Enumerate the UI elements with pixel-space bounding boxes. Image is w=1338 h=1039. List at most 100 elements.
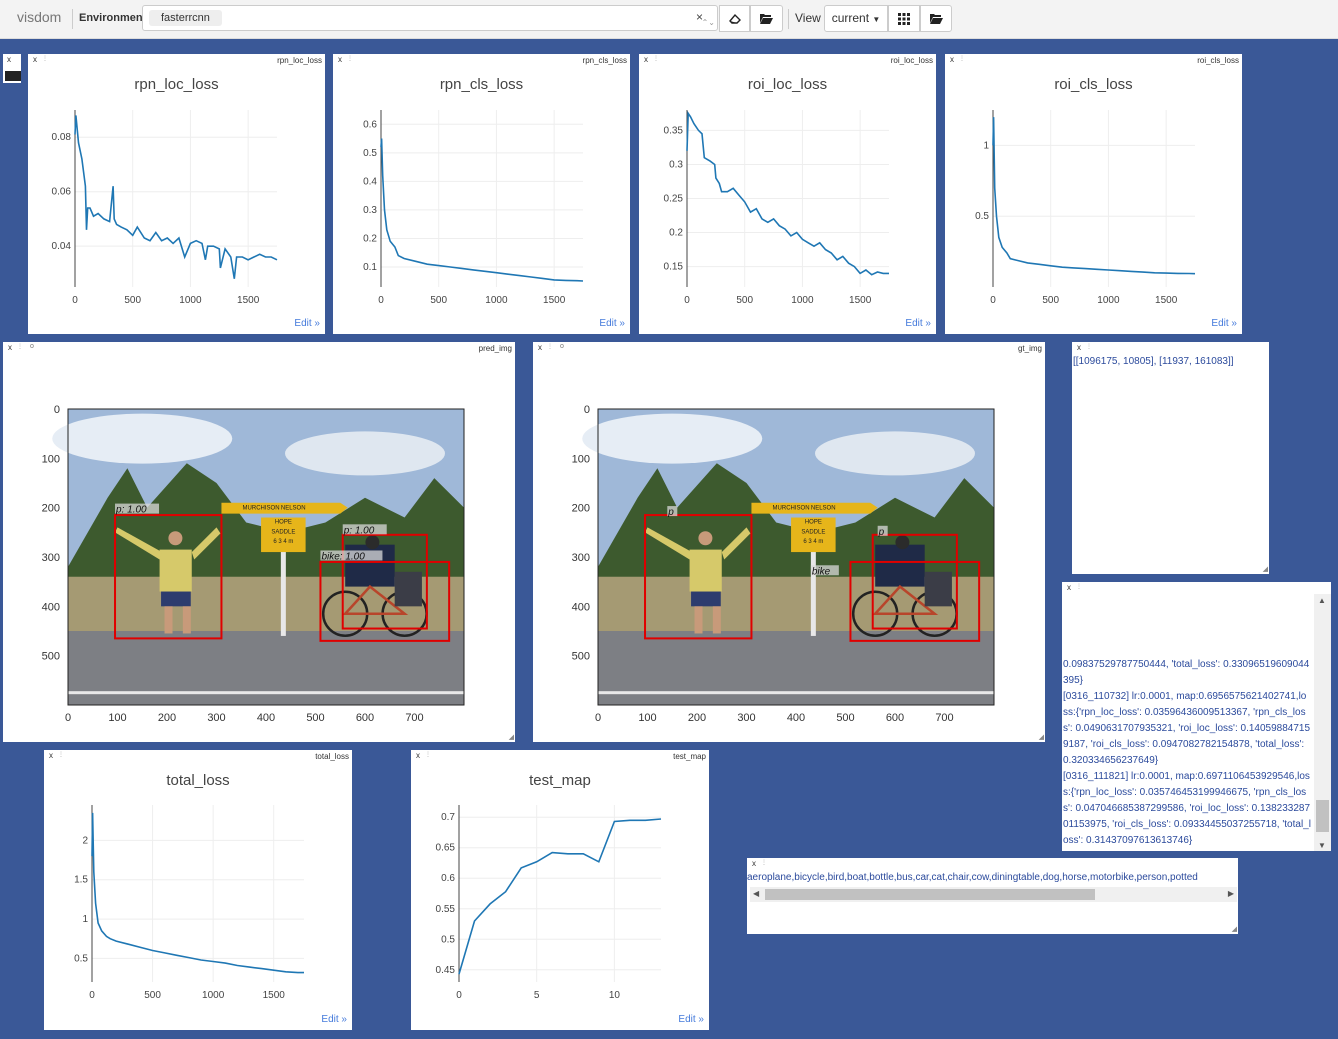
edit-link[interactable]: Edit »	[678, 1014, 704, 1025]
manage-views-button[interactable]	[920, 5, 952, 32]
x-tick-label: 300	[207, 712, 225, 724]
scroll-down-icon[interactable]: ▼	[1318, 841, 1326, 850]
edit-link[interactable]: Edit »	[1211, 318, 1237, 329]
pane-confusion-text[interactable]: x ⋮ [[1096175, 10805], [11937, 161083]] ◢	[1072, 342, 1269, 574]
drag-handle-icon[interactable]: ⋮	[547, 344, 553, 350]
chart-plot[interactable]: 0 500 1000 1500 0.04 0.06 0.08	[28, 54, 325, 334]
manage-env-button[interactable]	[750, 5, 783, 32]
drag-handle-icon[interactable]: ⋮	[653, 56, 659, 62]
close-icon[interactable]: x	[338, 55, 342, 64]
edit-link[interactable]: Edit »	[321, 1014, 347, 1025]
sign-text: HOPE	[805, 519, 822, 525]
edit-link[interactable]: Edit »	[294, 318, 320, 329]
resize-handle-icon[interactable]: ◢	[1262, 566, 1268, 573]
close-icon[interactable]: x	[49, 751, 53, 760]
scroll-left-icon[interactable]: ◀	[753, 889, 760, 898]
chart-plot[interactable]: 0 5 10 0.45 0.5 0.55 0.6 0.65 0.7	[411, 750, 709, 1030]
horizontal-scrollbar[interactable]: ◀ ▶	[750, 887, 1237, 902]
close-icon[interactable]: x	[1077, 343, 1081, 352]
pane-roi-loc-loss[interactable]: x ⋮ roi_loc_loss roi_loc_loss 0 500 1000 1500…	[639, 54, 936, 334]
y-tick-label: 0.04	[52, 241, 72, 252]
y-tick-label: 0.2	[669, 228, 683, 239]
close-icon[interactable]: x	[752, 859, 756, 868]
scroll-right-icon[interactable]: ▶	[1227, 889, 1234, 898]
pane-name: gt_img	[1017, 344, 1042, 353]
download-icon[interactable]: o	[560, 343, 564, 350]
chart-plot[interactable]: 0 500 1000 1500 0.15 0.2 0.25 0.3 0.35	[639, 54, 936, 334]
pane-rpn-loc-loss[interactable]: x ⋮ rpn_loc_loss rpn_loc_loss 0 500 1000 1500…	[28, 54, 325, 334]
close-icon[interactable]: x	[1067, 583, 1071, 592]
classes-content: aeroplane,bicycle,bird,boat,bottle,bus,c…	[747, 872, 1198, 883]
series-line	[91, 812, 304, 974]
edit-link[interactable]: Edit »	[905, 318, 931, 329]
y-tick-label: 1.5	[74, 875, 88, 886]
x-tick-label: 1000	[1097, 295, 1120, 306]
x-tick-label: 1000	[485, 295, 508, 306]
close-icon[interactable]: x	[7, 55, 11, 64]
close-icon[interactable]: ×	[695, 10, 703, 24]
chart-plot[interactable]: 0 500 1000 1500 0.5 1	[945, 54, 1242, 334]
drag-handle-icon[interactable]: ⋮	[425, 752, 431, 758]
pane-log-text[interactable]: x ⋮ 0.09837529787750444, 'total_loss': 0.…	[1062, 582, 1331, 851]
view-dropdown[interactable]: current ▼	[824, 5, 888, 32]
bbox-label: p	[667, 507, 674, 518]
x-tick-label: 0	[72, 295, 78, 306]
y-tick-label: 0.3	[669, 159, 683, 170]
image-plot[interactable]: 0 100 200 300 400 500 0 100 200 300 400 500 600 700 NE…	[533, 342, 1045, 742]
scroll-up-icon[interactable]: ▲	[1318, 596, 1326, 605]
bbox-label: p: 1.00	[115, 505, 147, 516]
drag-handle-icon[interactable]: ⋮	[1076, 584, 1082, 590]
close-icon[interactable]: x	[950, 55, 954, 64]
chart-plot[interactable]: 0 500 1000 1500 0.1 0.2 0.3 0.4 0.5 0.6	[333, 54, 630, 334]
cloud	[52, 413, 233, 464]
edit-link[interactable]: Edit »	[599, 318, 625, 329]
clear-env-button[interactable]	[719, 5, 750, 32]
resize-handle-icon[interactable]: ◢	[1038, 734, 1044, 741]
person-arm	[191, 527, 221, 560]
drag-handle-icon[interactable]: ⋮	[42, 56, 48, 62]
close-icon[interactable]: x	[538, 343, 542, 352]
close-icon[interactable]: x	[33, 55, 37, 64]
pane-test-map[interactable]: x ⋮ test_map test_map 0 5 10 0.45 0.5 0.55 0.6 0.…	[411, 750, 709, 1030]
pane-name: test_map	[673, 752, 706, 761]
x-tick-label: 1000	[791, 295, 814, 306]
image-border	[597, 408, 995, 706]
chart-title: rpn_loc_loss	[134, 76, 219, 93]
scroll-thumb[interactable]	[765, 889, 1095, 900]
environment-tag[interactable]: fasterrcnn	[149, 10, 222, 26]
y-tick-label: 1	[983, 140, 989, 151]
drag-handle-icon[interactable]: ⋮	[17, 344, 23, 350]
close-icon[interactable]: x	[8, 343, 12, 352]
image-plot[interactable]: 0 100 200 300 400 500 0 100 200 300 400 500 600 700 NE…	[3, 342, 515, 742]
scroll-thumb[interactable]	[1316, 800, 1329, 832]
vertical-scrollbar[interactable]: ▲ ▼	[1314, 594, 1331, 851]
bbox-label: bike: 1.00	[321, 551, 365, 562]
text-content: [[1096175, 10805], [11937, 161083]]	[1073, 356, 1234, 367]
pane-gt-img[interactable]: x ⋮ o gt_img 0 100 200 300 400 500 0 100 200 300 400 5…	[533, 342, 1045, 742]
download-icon[interactable]: o	[30, 343, 34, 350]
pane-classes-text[interactable]: x ⋮ aeroplane,bicycle,bird,boat,bottle,bu…	[747, 858, 1238, 934]
drag-handle-icon[interactable]: ⋮	[959, 56, 965, 62]
resize-handle-icon[interactable]: ◢	[1231, 926, 1237, 933]
repack-button[interactable]	[888, 5, 920, 32]
close-icon[interactable]: x	[416, 751, 420, 760]
chart-plot[interactable]: 0 500 1000 1500 0.5 1 1.5 2	[44, 750, 352, 1030]
drag-handle-icon[interactable]: ⋮	[347, 56, 353, 62]
pane-pred-img[interactable]: x ⋮ o pred_img 0 100 200 300 400 500 0 100 200 300 40…	[3, 342, 515, 742]
x-tick-label: 500	[124, 295, 141, 306]
pane-roi-cls-loss[interactable]: x ⋮ roi_cls_loss roi_cls_loss 0 500 1000 1500…	[945, 54, 1242, 334]
environment-select[interactable]: fasterrcnn × ⌃⌄	[142, 5, 718, 31]
y-tick-label: 0	[584, 404, 590, 416]
close-icon[interactable]: x	[644, 55, 648, 64]
drag-handle-icon[interactable]: ⋮	[761, 860, 767, 866]
resize-handle-icon[interactable]: ◢	[508, 734, 514, 741]
y-tick-label: 300	[572, 552, 590, 564]
chevron-down-icon[interactable]: ⌃⌄	[701, 18, 715, 27]
series-line	[458, 818, 662, 975]
pane-rpn-cls-loss[interactable]: x ⋮ rpn_cls_loss rpn_cls_loss 0 500 1000 1500…	[333, 54, 630, 334]
bbox-rect	[644, 514, 753, 640]
drag-handle-icon[interactable]: ⋮	[1086, 344, 1092, 350]
pane-total-loss[interactable]: x ⋮ total_loss total_loss 0 500 1000 1500 0.5 1…	[44, 750, 352, 1030]
drag-handle-icon[interactable]: ⋮	[58, 752, 64, 758]
